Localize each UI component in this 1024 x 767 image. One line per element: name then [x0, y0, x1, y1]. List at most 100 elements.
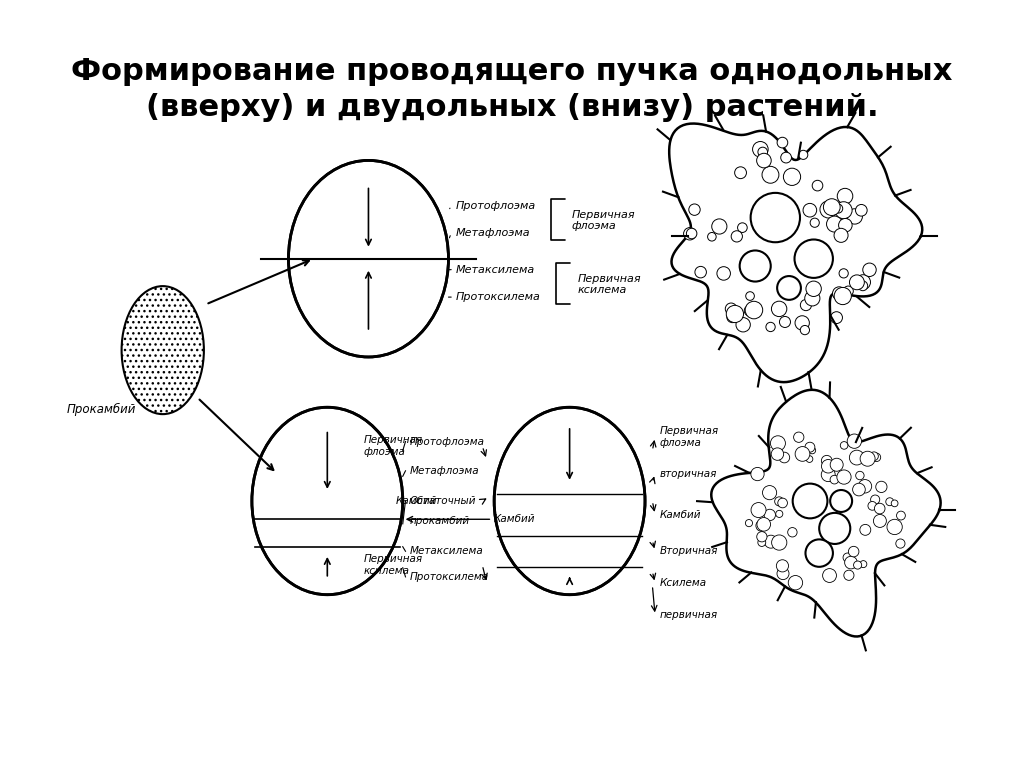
- Circle shape: [757, 153, 771, 168]
- Circle shape: [820, 201, 837, 218]
- Circle shape: [775, 497, 783, 506]
- Circle shape: [787, 528, 797, 537]
- Circle shape: [779, 453, 790, 463]
- Circle shape: [887, 519, 902, 535]
- Circle shape: [897, 511, 905, 520]
- Circle shape: [717, 267, 730, 280]
- Circle shape: [843, 286, 853, 296]
- Circle shape: [770, 436, 785, 451]
- Text: Камбий: Камбий: [395, 496, 437, 506]
- Circle shape: [847, 209, 862, 224]
- Circle shape: [753, 141, 768, 157]
- Circle shape: [751, 467, 764, 481]
- Polygon shape: [712, 390, 941, 637]
- Circle shape: [764, 509, 775, 521]
- Circle shape: [779, 317, 791, 328]
- Circle shape: [830, 476, 839, 484]
- Text: (вверху) и двудольных (внизу) растений.: (вверху) и двудольных (внизу) растений.: [145, 94, 879, 123]
- Text: Протоксилема: Протоксилема: [410, 572, 489, 582]
- Circle shape: [805, 291, 820, 306]
- Circle shape: [847, 434, 861, 449]
- Circle shape: [838, 189, 853, 204]
- Circle shape: [751, 502, 766, 518]
- Circle shape: [745, 291, 755, 301]
- Circle shape: [712, 219, 727, 234]
- Circle shape: [788, 575, 803, 590]
- Circle shape: [858, 479, 871, 493]
- Circle shape: [744, 305, 755, 316]
- Circle shape: [726, 305, 743, 323]
- Circle shape: [830, 490, 852, 512]
- Text: Камбий: Камбий: [659, 510, 701, 520]
- Circle shape: [771, 301, 786, 317]
- Circle shape: [758, 147, 768, 156]
- Circle shape: [689, 204, 700, 216]
- Circle shape: [783, 168, 801, 186]
- Circle shape: [839, 268, 848, 278]
- Circle shape: [834, 229, 848, 242]
- Circle shape: [757, 532, 767, 542]
- Text: Первичная
флоэма: Первичная флоэма: [659, 426, 719, 448]
- Text: Ксилема: Ксилема: [659, 578, 707, 588]
- Circle shape: [822, 568, 837, 582]
- Circle shape: [795, 316, 809, 330]
- Circle shape: [849, 450, 864, 465]
- Circle shape: [830, 311, 843, 324]
- Circle shape: [778, 498, 787, 508]
- Bar: [419, 567, 721, 689]
- Circle shape: [891, 500, 898, 507]
- Circle shape: [734, 166, 746, 179]
- Text: Протоксилема: Протоксилема: [456, 292, 541, 302]
- Circle shape: [856, 275, 870, 290]
- Circle shape: [799, 150, 808, 160]
- Text: Первичная
флоэма: Первичная флоэма: [571, 209, 636, 231]
- Circle shape: [836, 202, 852, 219]
- Text: Протофлоэма: Протофлоэма: [456, 201, 536, 211]
- Circle shape: [736, 318, 751, 332]
- Circle shape: [806, 456, 813, 463]
- Bar: [419, 494, 721, 535]
- Circle shape: [870, 495, 880, 504]
- Bar: [419, 306, 721, 494]
- Text: вторичная: вторичная: [659, 469, 717, 479]
- Circle shape: [869, 452, 879, 461]
- Circle shape: [805, 443, 815, 452]
- Circle shape: [821, 459, 835, 473]
- Circle shape: [841, 442, 848, 449]
- Circle shape: [771, 448, 783, 460]
- Circle shape: [860, 525, 870, 535]
- Text: Метафлоэма: Метафлоэма: [456, 228, 530, 238]
- Circle shape: [854, 561, 861, 569]
- Circle shape: [725, 303, 737, 314]
- Circle shape: [860, 561, 867, 568]
- Ellipse shape: [289, 160, 449, 357]
- Circle shape: [777, 137, 787, 148]
- Text: Прокамбий: Прокамбий: [67, 403, 136, 416]
- Bar: [209, 62, 528, 258]
- Circle shape: [777, 276, 801, 300]
- Circle shape: [844, 570, 854, 581]
- Circle shape: [776, 560, 788, 572]
- Circle shape: [855, 205, 867, 216]
- Circle shape: [872, 453, 881, 462]
- Circle shape: [886, 498, 894, 505]
- Circle shape: [806, 539, 833, 567]
- Text: прокамбий: прокамбий: [410, 516, 470, 526]
- Circle shape: [840, 474, 847, 481]
- Text: Вторичная: Вторичная: [659, 546, 718, 556]
- Circle shape: [833, 287, 846, 300]
- Circle shape: [794, 432, 804, 443]
- Circle shape: [858, 281, 867, 291]
- Text: Первичная
флоэма: Первичная флоэма: [364, 436, 423, 457]
- Circle shape: [684, 228, 696, 240]
- Circle shape: [762, 166, 779, 183]
- Ellipse shape: [495, 407, 645, 594]
- Circle shape: [795, 239, 833, 278]
- Circle shape: [809, 447, 816, 454]
- Text: Метаксилема: Метаксилема: [410, 546, 483, 556]
- Text: Протофлоэма: Протофлоэма: [410, 436, 485, 446]
- Bar: [176, 332, 478, 519]
- Text: Первичная
ксилема: Первичная ксилема: [578, 274, 641, 295]
- Ellipse shape: [252, 407, 402, 594]
- Text: Остаточный: Остаточный: [410, 496, 476, 506]
